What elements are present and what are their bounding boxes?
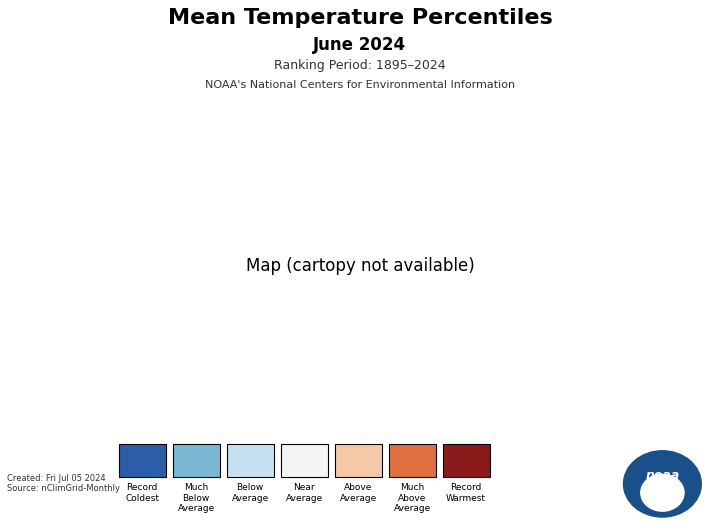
FancyBboxPatch shape [443, 443, 490, 477]
Text: NOAA's National Centers for Environmental Information: NOAA's National Centers for Environmenta… [205, 79, 515, 89]
Text: Above
Average: Above Average [340, 483, 377, 503]
Text: Record
Warmest: Record Warmest [446, 483, 486, 503]
Circle shape [641, 474, 684, 511]
Text: June 2024: June 2024 [313, 36, 407, 54]
Text: Map (cartopy not available): Map (cartopy not available) [246, 257, 474, 275]
FancyBboxPatch shape [173, 443, 220, 477]
Text: Much
Below
Average: Much Below Average [178, 483, 215, 513]
FancyBboxPatch shape [389, 443, 436, 477]
Text: Record
Coldest: Record Coldest [125, 483, 159, 503]
Text: Much
Above
Average: Much Above Average [394, 483, 431, 513]
FancyBboxPatch shape [281, 443, 328, 477]
Text: Near
Average: Near Average [286, 483, 323, 503]
Text: noaa: noaa [645, 469, 680, 482]
Text: Created: Fri Jul 05 2024
Source: nClimGrid-Monthly: Created: Fri Jul 05 2024 Source: nClimGr… [7, 474, 120, 493]
Circle shape [624, 451, 701, 517]
Text: Below
Average: Below Average [232, 483, 269, 503]
FancyBboxPatch shape [335, 443, 382, 477]
Text: Mean Temperature Percentiles: Mean Temperature Percentiles [168, 7, 552, 27]
FancyBboxPatch shape [227, 443, 274, 477]
Text: Ranking Period: 1895–2024: Ranking Period: 1895–2024 [274, 59, 446, 72]
FancyBboxPatch shape [119, 443, 166, 477]
